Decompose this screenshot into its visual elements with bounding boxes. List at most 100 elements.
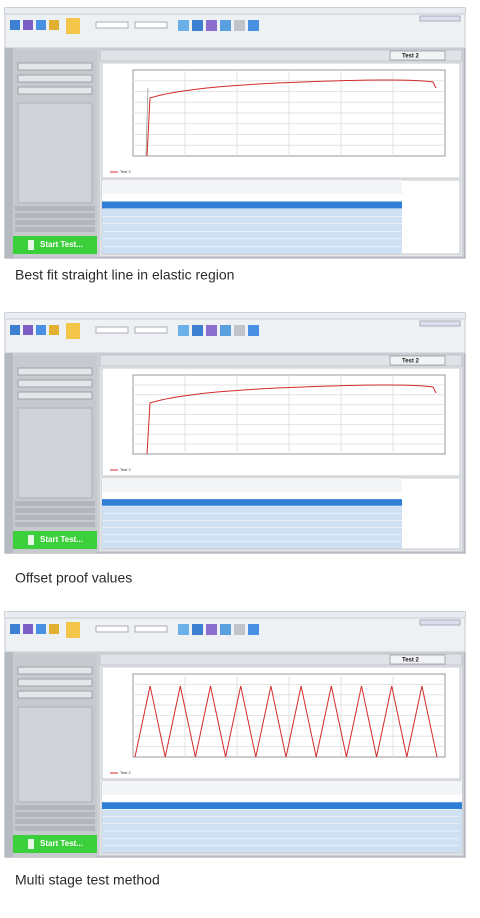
table-row[interactable] (102, 795, 462, 802)
legend-label: Test 2 (120, 770, 131, 775)
toolbar-button[interactable] (248, 624, 259, 635)
toolbar-button[interactable] (23, 20, 33, 30)
caption: Multi stage test method (15, 872, 160, 888)
fit-line (145, 87, 149, 157)
sidebar-section (15, 501, 95, 506)
table-row[interactable] (102, 492, 402, 499)
sidebar-section (15, 805, 95, 810)
toolbar-button[interactable] (66, 323, 80, 339)
toolbar-button[interactable] (220, 20, 231, 31)
table-row[interactable] (102, 246, 402, 254)
sidebar-field[interactable] (17, 86, 93, 95)
toolbar-button[interactable] (206, 325, 217, 336)
sidebar-field[interactable] (17, 379, 93, 388)
table-row[interactable] (102, 802, 462, 809)
sidebar-field[interactable] (17, 367, 93, 376)
dropdown[interactable] (134, 625, 168, 633)
table-row[interactable] (102, 216, 402, 224)
table-row[interactable] (102, 224, 402, 231)
toolbar-button[interactable] (220, 624, 231, 635)
table-row[interactable] (102, 194, 402, 201)
test-selector[interactable] (389, 355, 446, 366)
toolbar-button[interactable] (10, 20, 20, 30)
table-row[interactable] (102, 209, 402, 216)
toolbar-button[interactable] (220, 325, 231, 336)
window-control[interactable] (419, 320, 461, 327)
dropdown[interactable] (95, 326, 129, 334)
table-row[interactable] (102, 231, 402, 239)
toolbar-button[interactable] (234, 20, 245, 31)
sidebar-field[interactable] (17, 690, 93, 699)
dropdown[interactable] (134, 326, 168, 334)
start-test-icon (28, 535, 34, 545)
nav-bar (99, 354, 463, 367)
toolbar-button[interactable] (248, 325, 259, 336)
dropdown[interactable] (95, 625, 129, 633)
sidebar-section (15, 213, 95, 218)
table-row[interactable] (102, 809, 462, 817)
toolbar-button[interactable] (66, 622, 80, 638)
toolbar-button[interactable] (178, 20, 189, 31)
toolbar-button[interactable] (49, 20, 59, 30)
table-row[interactable] (102, 239, 402, 246)
toolbar-button[interactable] (23, 624, 33, 634)
toolbar-button[interactable] (192, 325, 203, 336)
table-header (102, 180, 402, 194)
toolbar-button[interactable] (206, 624, 217, 635)
toolbar-button[interactable] (178, 624, 189, 635)
test-selector[interactable] (389, 50, 446, 61)
start-test-icon (28, 839, 34, 849)
nav-bar (99, 49, 463, 62)
table-row[interactable] (102, 831, 462, 838)
toolbar-button[interactable] (49, 325, 59, 335)
table-row[interactable] (102, 838, 462, 846)
sidebar-section (15, 220, 95, 225)
toolbar-button[interactable] (10, 325, 20, 335)
dropdown[interactable] (134, 21, 168, 29)
sidebar-field[interactable] (17, 666, 93, 675)
toolbar-button[interactable] (234, 624, 245, 635)
nav-bar (99, 653, 463, 666)
toolbar-button[interactable] (10, 624, 20, 634)
sidebar-section (15, 819, 95, 824)
table-row[interactable] (102, 506, 402, 513)
start-test-label: Start Test... (40, 839, 83, 848)
caption: Offset proof values (15, 570, 132, 586)
toolbar-button[interactable] (178, 325, 189, 336)
table-row[interactable] (102, 527, 402, 535)
toolbar-button[interactable] (36, 20, 46, 30)
table-row[interactable] (102, 513, 402, 520)
table-row[interactable] (102, 201, 402, 209)
toolbar-button[interactable] (192, 624, 203, 635)
toolbar-button[interactable] (49, 624, 59, 634)
table-row[interactable] (102, 541, 402, 549)
toolbar-button[interactable] (234, 325, 245, 336)
table-row[interactable] (102, 534, 402, 542)
toolbar-button[interactable] (36, 325, 46, 335)
table-row[interactable] (102, 816, 462, 824)
sidebar-field[interactable] (17, 74, 93, 83)
sidebar-field[interactable] (17, 391, 93, 400)
window-control[interactable] (419, 15, 461, 22)
window-control[interactable] (419, 619, 461, 626)
sidebar-section (15, 522, 95, 527)
sidebar-field[interactable] (17, 678, 93, 687)
toolbar-button[interactable] (66, 18, 80, 34)
toolbar-button[interactable] (23, 325, 33, 335)
table-row[interactable] (102, 845, 462, 853)
dropdown[interactable] (95, 21, 129, 29)
toolbar-button[interactable] (36, 624, 46, 634)
sidebar-section (15, 826, 95, 831)
side-tabs (5, 652, 13, 857)
toolbar-button[interactable] (192, 20, 203, 31)
test-selector[interactable] (389, 654, 446, 665)
legend-label: Test 2 (120, 467, 131, 472)
sidebar-section (15, 508, 95, 513)
table-row[interactable] (102, 824, 462, 831)
table-row[interactable] (102, 520, 402, 528)
table-row[interactable] (102, 499, 402, 506)
toolbar-button[interactable] (248, 20, 259, 31)
sidebar-field[interactable] (17, 62, 93, 71)
test-selector-label: Test 2 (402, 54, 420, 60)
toolbar-button[interactable] (206, 20, 217, 31)
